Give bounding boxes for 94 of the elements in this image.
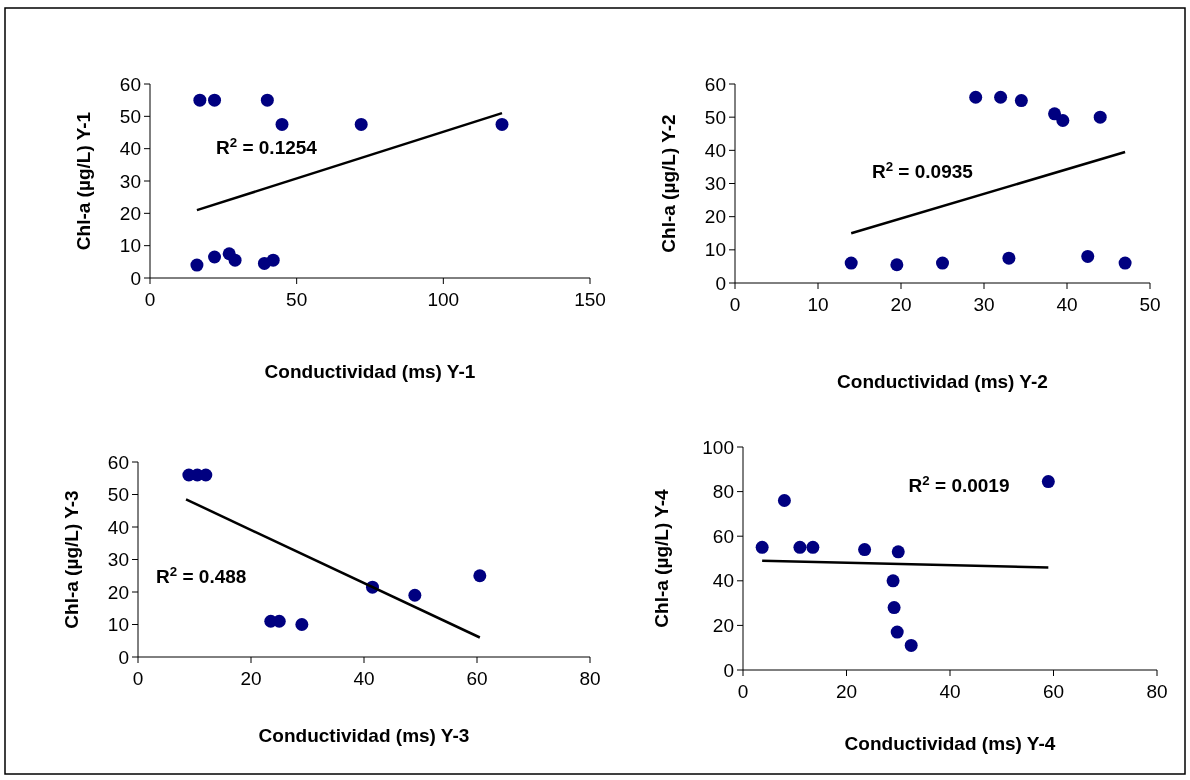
x-axis-title: Conductividad (ms) Y-2 — [837, 371, 1048, 392]
point — [295, 618, 309, 631]
y-tick-label: 20 — [107, 581, 129, 603]
annotation: R$^{2}$ = 0.488 — [156, 563, 247, 587]
point — [844, 256, 858, 270]
y-tick-label: 20 — [704, 206, 726, 228]
x-tick-label: 20 — [240, 668, 262, 689]
y-tick-label: 40 — [119, 138, 141, 160]
y-tick-label: 60 — [107, 451, 129, 473]
x-tick-label: 40 — [1056, 294, 1078, 315]
point — [408, 588, 422, 602]
point — [755, 540, 769, 554]
annotation: R$^{2}$ = 0.1254 — [216, 134, 318, 158]
point — [1014, 94, 1028, 108]
y-tick-label: 50 — [107, 484, 129, 506]
x-tick-label: 20 — [890, 294, 912, 315]
point — [1048, 107, 1062, 121]
point — [1041, 475, 1055, 489]
y-tick-label: 60 — [119, 73, 141, 95]
point — [1118, 256, 1132, 270]
point — [904, 638, 918, 652]
y-tick-label: 60 — [712, 525, 734, 547]
x-tick-label: 20 — [835, 681, 858, 702]
point — [890, 258, 904, 272]
x-tick-label: 40 — [939, 681, 961, 702]
point — [275, 117, 289, 131]
y-tick-label: 40 — [704, 139, 726, 161]
point — [208, 250, 222, 264]
y-tick-label: 0 — [715, 272, 726, 294]
point — [260, 93, 274, 107]
x-tick-label: 10 — [807, 294, 829, 315]
point — [199, 468, 213, 482]
y-tick-label: 60 — [704, 73, 726, 95]
point — [190, 258, 204, 272]
point — [793, 540, 807, 554]
x-tick-label: 80 — [1146, 681, 1168, 702]
x-axis-title: Conductividad (ms) Y-1 — [264, 361, 476, 382]
point — [1056, 113, 1070, 127]
x-tick-label: 100 — [427, 289, 460, 310]
point — [228, 253, 242, 267]
point — [891, 545, 905, 559]
y-tick-label: 30 — [107, 549, 129, 571]
y-axis-title: Chl-a (µg/L) Y-4 — [651, 488, 672, 628]
point — [495, 117, 509, 131]
y-tick-label: 40 — [107, 516, 129, 538]
x-axis-title: Conductividad (ms) Y-3 — [258, 725, 470, 746]
y-tick-label: 30 — [119, 170, 141, 192]
x-tick-label: 30 — [973, 294, 995, 315]
point — [208, 93, 222, 107]
y-axis-title: Chl-a (µg/L) Y-3 — [61, 490, 82, 629]
x-tick-label: 0 — [144, 289, 156, 310]
y-axis-title: Chl-a (µg/L) Y-2 — [658, 114, 679, 253]
y-tick-label: 40 — [712, 570, 734, 592]
point — [1093, 110, 1107, 124]
point — [994, 90, 1008, 104]
y-tick-label: 10 — [704, 239, 726, 261]
point — [266, 253, 280, 267]
point — [473, 569, 487, 583]
x-tick-label: 150 — [574, 289, 606, 310]
y-tick-label: 0 — [118, 646, 129, 668]
point — [1081, 249, 1095, 263]
point — [890, 625, 904, 639]
y-tick-label: 100 — [702, 436, 734, 458]
point — [193, 93, 207, 107]
point — [272, 614, 286, 628]
x-tick-label: 40 — [353, 668, 375, 689]
annotation: R$^{2}$ = 0.0019 — [908, 472, 1010, 496]
y-axis-title: Chl-a (µg/L) Y-1 — [73, 111, 94, 251]
x-tick-label: 60 — [1042, 681, 1065, 702]
annotation: R$^{2}$ = 0.0935 — [871, 158, 974, 182]
y-tick-label: 20 — [119, 202, 141, 224]
point — [1002, 251, 1016, 265]
y-tick-label: 10 — [107, 614, 129, 636]
point — [936, 256, 949, 270]
x-tick-label: 50 — [1139, 294, 1161, 315]
x-tick-label: 0 — [737, 681, 749, 702]
point — [777, 494, 791, 508]
y-tick-label: 0 — [130, 267, 141, 289]
point — [969, 90, 983, 104]
y-tick-label: 30 — [704, 173, 726, 195]
y-tick-label: 50 — [704, 106, 726, 128]
point — [806, 540, 820, 554]
x-axis-title: Conductividad (ms) Y-4 — [844, 733, 1056, 754]
y-tick-label: 20 — [712, 615, 734, 637]
point — [354, 117, 368, 131]
x-tick-label: 80 — [579, 668, 601, 689]
point — [858, 543, 872, 557]
x-tick-label: 60 — [466, 668, 488, 689]
y-tick-label: 50 — [119, 105, 141, 127]
point — [886, 574, 900, 588]
y-tick-label: 80 — [712, 481, 734, 503]
x-tick-label: 50 — [286, 289, 308, 310]
point — [887, 601, 901, 615]
y-tick-label: 10 — [119, 235, 141, 257]
